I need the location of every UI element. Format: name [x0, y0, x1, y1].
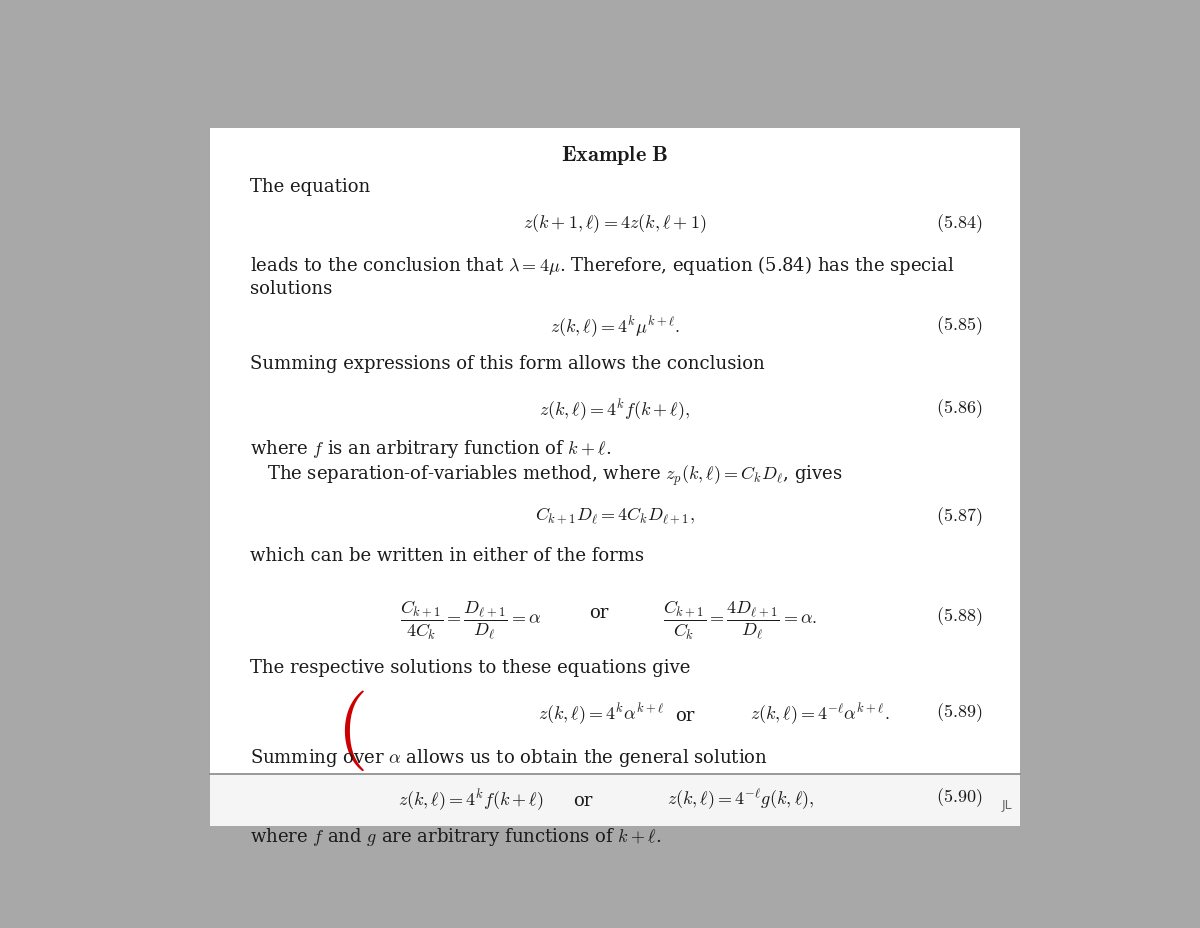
- Text: $z(k,\ell) = 4^{-\ell}g(k,\ell),$: $z(k,\ell) = 4^{-\ell}g(k,\ell),$: [667, 786, 815, 810]
- Text: or: or: [572, 792, 592, 809]
- Text: $z(k,\ell) = 4^k\mu^{k+\ell}.$: $z(k,\ell) = 4^k\mu^{k+\ell}.$: [550, 314, 680, 340]
- Text: where $f$ is an arbitrary function of $k+\ell$.: where $f$ is an arbitrary function of $k…: [251, 438, 612, 460]
- Text: or: or: [589, 604, 608, 622]
- Text: solutions: solutions: [251, 279, 332, 297]
- Text: $\mathbf{Example\ B}$: $\mathbf{Example\ B}$: [562, 144, 668, 166]
- Text: $(5.85)$: $(5.85)$: [936, 314, 983, 336]
- Text: The equation: The equation: [251, 178, 371, 196]
- Text: $(5.87)$: $(5.87)$: [936, 505, 983, 528]
- Text: The respective solutions to these equations give: The respective solutions to these equati…: [251, 659, 691, 677]
- Text: $\dfrac{C_{k+1}}{4C_k} = \dfrac{D_{\ell+1}}{D_\ell} = \alpha$: $\dfrac{C_{k+1}}{4C_k} = \dfrac{D_{\ell+…: [400, 598, 541, 641]
- Text: $z(k,\ell) = 4^k\alpha^{k+\ell}$: $z(k,\ell) = 4^k\alpha^{k+\ell}$: [538, 700, 664, 726]
- Text: $(5.86)$: $(5.86)$: [936, 396, 983, 419]
- Text: $\dfrac{C_{k+1}}{C_k} = \dfrac{4D_{\ell+1}}{D_\ell} = \alpha.$: $\dfrac{C_{k+1}}{C_k} = \dfrac{4D_{\ell+…: [664, 598, 817, 641]
- Text: or: or: [676, 706, 695, 724]
- Text: $(5.90)$: $(5.90)$: [936, 786, 983, 808]
- Text: $(5.88)$: $(5.88)$: [936, 605, 983, 628]
- FancyBboxPatch shape: [210, 775, 1020, 826]
- Text: leads to the conclusion that $\lambda = 4\mu$. Therefore, equation (5.84) has th: leads to the conclusion that $\lambda = …: [251, 253, 955, 277]
- Text: $z(k,\ell) = 4^{-\ell}\alpha^{k+\ell}.$: $z(k,\ell) = 4^{-\ell}\alpha^{k+\ell}.$: [750, 700, 889, 726]
- Text: which can be written in either of the forms: which can be written in either of the fo…: [251, 547, 644, 564]
- Text: $z(k,\ell) = 4^k f(k+\ell),$: $z(k,\ell) = 4^k f(k+\ell),$: [539, 396, 691, 422]
- Text: where $f$ and $g$ are arbitrary functions of $k+\ell$.: where $f$ and $g$ are arbitrary function…: [251, 825, 662, 847]
- Text: $z(k,\ell) = 4^k f(k+\ell)$: $z(k,\ell) = 4^k f(k+\ell)$: [398, 786, 544, 812]
- Text: $(5.84)$: $(5.84)$: [936, 213, 983, 235]
- Text: $(5.89)$: $(5.89)$: [936, 700, 983, 723]
- Text: $($: $($: [336, 688, 365, 772]
- Text: $C_{k+1}D_\ell = 4C_k D_{\ell+1},$: $C_{k+1}D_\ell = 4C_k D_{\ell+1},$: [535, 505, 695, 525]
- Text: Summing over $\alpha$ allows us to obtain the general solution: Summing over $\alpha$ allows us to obtai…: [251, 747, 768, 768]
- Text: JL: JL: [1002, 798, 1012, 811]
- Text: $z(k+1,\ell) = 4z(k,\ell+1)$: $z(k+1,\ell) = 4z(k,\ell+1)$: [523, 213, 707, 235]
- Text: Summing expressions of this form allows the conclusion: Summing expressions of this form allows …: [251, 355, 766, 373]
- Text: The separation-of-variables method, where $z_p(k,\ell) = C_k D_\ell$, gives: The separation-of-variables method, wher…: [268, 464, 842, 488]
- FancyBboxPatch shape: [210, 129, 1020, 775]
